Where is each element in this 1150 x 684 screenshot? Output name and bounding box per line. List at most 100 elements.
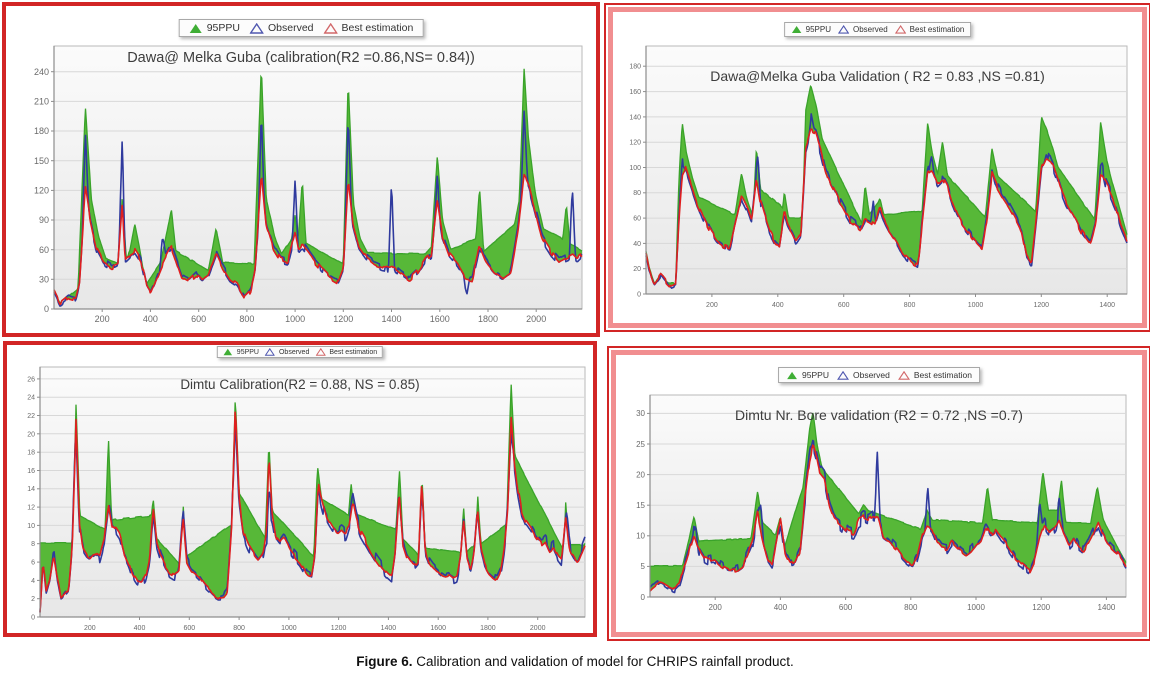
y-tick-label: 120 [629, 140, 641, 147]
y-tick-label: 10 [27, 523, 35, 530]
y-tick-label: 120 [34, 186, 49, 196]
filled-triangle-icon [787, 371, 797, 379]
x-tick-label: 200 [95, 314, 110, 324]
chart-title: Dimtu Nr. Bore validation (R2 = 0.72 ,NS… [735, 407, 1023, 423]
legend-item-best-estimation: Best estimation [323, 22, 414, 34]
outline-triangle-icon [315, 348, 326, 356]
legend-label: Observed [278, 348, 310, 356]
x-tick-label: 600 [839, 603, 853, 612]
y-tick-label: 90 [39, 215, 49, 225]
legend-item-best-estimation: Best estimation [894, 25, 964, 34]
y-tick-label: 0 [44, 304, 49, 314]
x-tick-label: 1000 [285, 314, 305, 324]
y-tick-label: 60 [633, 216, 641, 223]
legend-item-observed: Observed [264, 348, 310, 356]
panel-dimtu-calibration: 95PPU Observed Best estimation Dimtu Cal… [3, 341, 597, 637]
y-tick-label: 140 [629, 114, 641, 121]
x-tick-label: 1000 [967, 603, 985, 612]
filled-triangle-icon [189, 23, 202, 33]
y-tick-label: 16 [27, 468, 35, 475]
legend: 95PPU Observed Best estimation [216, 346, 384, 358]
x-tick-label: 400 [143, 314, 158, 324]
series-95ppu-band [646, 86, 1127, 287]
x-tick-label: 200 [706, 302, 718, 309]
legend-label: 95PPU [802, 370, 829, 380]
panel-dimtu-validation: 95PPU Observed Best estimation Dimtu Nr.… [607, 346, 1150, 641]
y-tick-label: 4 [31, 578, 35, 585]
y-tick-label: 12 [27, 505, 35, 512]
panel-dawa-validation: 95PPU Observed Best estimation Dawa@Melk… [604, 3, 1150, 332]
panel-dawa-calibration: 95PPU Observed Best estimation Dawa@ Mel… [2, 2, 600, 337]
x-tick-label: 2000 [526, 314, 546, 324]
y-tick-label: 40 [633, 241, 641, 248]
y-tick-label: 26 [27, 376, 35, 383]
axes: 0 5 10 15 20 25 30 200 400 600 800 1000 1200 1400 [636, 395, 1126, 612]
x-tick-label: 1400 [381, 625, 397, 632]
series-best-estimation [645, 128, 1128, 288]
y-tick-label: 240 [34, 67, 49, 77]
series-95ppu-band [40, 384, 585, 613]
axes: 0 30 60 90 120 150 180 210 240 200 400 600 800 1000 12… [34, 46, 582, 324]
chart-plot: 0 20 40 60 80 100 120 140 160 180 200 400 600 800 1000… [629, 45, 1128, 309]
y-tick-label: 25 [636, 440, 645, 449]
legend-label: Observed [852, 25, 888, 34]
legend-item-95ppu: 95PPU [223, 348, 259, 356]
y-tick-label: 8 [31, 541, 35, 548]
x-tick-label: 800 [904, 603, 918, 612]
series-best-estimation [53, 173, 583, 306]
y-tick-label: 5 [641, 562, 646, 571]
outline-triangle-icon [249, 22, 264, 34]
x-tick-label: 800 [233, 625, 245, 632]
chart-title: Dawa@ Melka Guba (calibration(R2 =0.86,N… [127, 50, 475, 66]
legend: 95PPU Observed Best estimation [778, 367, 980, 383]
outline-triangle-icon [836, 370, 849, 380]
chart-plot: 0 5 10 15 20 25 30 200 400 600 800 1000 1200 1400 [636, 394, 1127, 612]
x-tick-label: 400 [134, 625, 146, 632]
x-tick-label: 1200 [333, 314, 353, 324]
panel-inner-frame: 95PPU Observed Best estimation Dawa@Melk… [608, 7, 1147, 328]
outline-triangle-icon [897, 370, 910, 380]
y-tick-label: 20 [633, 266, 641, 273]
series-best-estimation [39, 411, 586, 613]
legend: 95PPU Observed Best estimation [783, 22, 972, 37]
legend-item-observed: Observed [249, 22, 314, 34]
y-tick-label: 0 [637, 291, 641, 298]
legend-label: 95PPU [805, 25, 831, 34]
x-tick-label: 1800 [480, 625, 496, 632]
outline-triangle-icon [323, 22, 338, 34]
legend-label: 95PPU [206, 22, 240, 34]
y-tick-label: 22 [27, 413, 35, 420]
x-tick-label: 600 [838, 302, 850, 309]
x-tick-label: 2000 [530, 625, 546, 632]
legend-label: Observed [267, 22, 314, 34]
y-tick-label: 6 [31, 560, 35, 567]
y-tick-label: 160 [629, 89, 641, 96]
y-tick-label: 100 [629, 165, 641, 172]
y-tick-label: 20 [27, 431, 35, 438]
legend-item-95ppu: 95PPU [791, 25, 831, 34]
legend-label: Best estimation [341, 22, 414, 34]
series-95ppu-edge [40, 384, 586, 566]
y-tick-label: 30 [636, 409, 645, 418]
legend-item-observed: Observed [837, 25, 888, 34]
x-tick-label: 800 [239, 314, 254, 324]
x-tick-label: 1400 [381, 314, 401, 324]
x-tick-label: 1000 [281, 625, 297, 632]
x-tick-label: 1800 [478, 314, 498, 324]
outline-triangle-icon [837, 25, 849, 34]
y-tick-label: 60 [39, 245, 49, 255]
legend-label: 95PPU [236, 348, 259, 356]
y-tick-label: 2 [31, 596, 35, 603]
legend-item-best-estimation: Best estimation [315, 348, 377, 356]
filled-triangle-icon [223, 348, 233, 356]
series-95ppu-edge [650, 412, 1127, 567]
y-tick-label: 10 [636, 532, 645, 541]
x-tick-label: 400 [774, 603, 788, 612]
x-tick-label: 1400 [1098, 603, 1116, 612]
x-tick-label: 800 [904, 302, 916, 309]
legend-item-95ppu: 95PPU [189, 22, 240, 34]
x-tick-label: 600 [191, 314, 206, 324]
